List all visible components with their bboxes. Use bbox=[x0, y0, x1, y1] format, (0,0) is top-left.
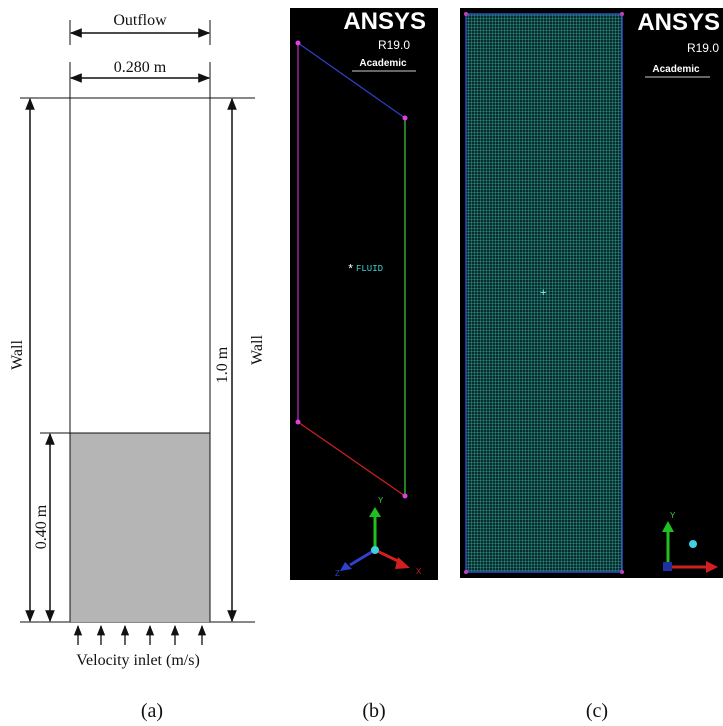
edition: Academic bbox=[359, 58, 407, 69]
marker: + bbox=[540, 288, 547, 300]
axis-origin bbox=[371, 546, 379, 554]
right-wall-label: Wall bbox=[249, 335, 266, 365]
width-label: 0.280 m bbox=[114, 59, 167, 76]
panel-label: (a) bbox=[141, 700, 163, 722]
panel-label: (c) bbox=[586, 700, 608, 722]
bed bbox=[71, 433, 210, 622]
panel-label: (b) bbox=[362, 700, 385, 722]
logo: ANSYS bbox=[343, 8, 426, 35]
axis-label: Y bbox=[378, 496, 384, 505]
bed-height-label: 0.40 m bbox=[33, 504, 50, 549]
panel-c: + ANSYS R19.0 Academic Y (c) bbox=[460, 8, 723, 722]
inlet-label: Velocity inlet (m/s) bbox=[76, 652, 200, 669]
panel-a: Outflow 0.280 m Wall 0.40 m 1.0 m Wall V… bbox=[9, 12, 266, 722]
zone-label: FLUID bbox=[356, 264, 383, 274]
height-label: 1.0 m bbox=[214, 346, 231, 383]
axis-label: X bbox=[416, 567, 422, 576]
logo: ANSYS bbox=[637, 9, 720, 36]
version: R19.0 bbox=[378, 38, 410, 52]
version: R19.0 bbox=[687, 41, 719, 55]
edition: Academic bbox=[652, 64, 700, 75]
axis-label: Y bbox=[670, 511, 676, 520]
viewport bbox=[290, 8, 438, 580]
outflow-label: Outflow bbox=[113, 12, 167, 29]
star: * bbox=[347, 263, 354, 277]
axis-origin bbox=[663, 562, 672, 571]
page: {"panels": [ {"label": "(a)", "top_label… bbox=[0, 0, 723, 726]
panel-b: ANSYS R19.0 Academic * FLUID Y X Z (b) bbox=[290, 8, 438, 722]
left-wall-label: Wall bbox=[9, 340, 26, 370]
axis-label: Z bbox=[335, 569, 340, 578]
light-dot bbox=[689, 540, 697, 548]
inlet-arrows bbox=[78, 626, 202, 645]
figure: Outflow 0.280 m Wall 0.40 m 1.0 m Wall V… bbox=[0, 0, 723, 726]
